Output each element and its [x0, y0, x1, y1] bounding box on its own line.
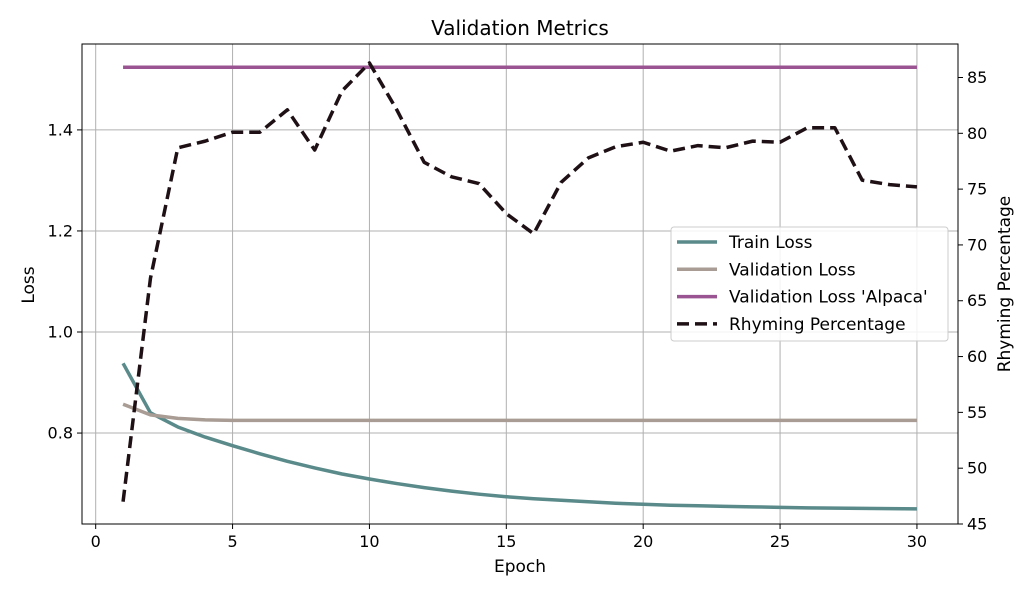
legend-label-train-loss: Train Loss — [728, 233, 813, 253]
y-tick-label: 1.0 — [48, 323, 73, 342]
plot-frame — [81, 43, 959, 525]
y2-tick-label: 45 — [967, 515, 987, 534]
x-tick-label: 10 — [359, 532, 379, 551]
series-line-rhyming-percentage — [121, 61, 918, 502]
legend-label-rhyming-percentage: Rhyming Percentage — [729, 315, 906, 335]
y2-tick-label: 75 — [967, 180, 987, 199]
y-axis-right: 45 50 55 60 65 70 75 80 85 — [958, 68, 987, 534]
x-axis: 0 5 10 15 20 25 30 — [91, 524, 927, 551]
x-tick-label: 0 — [91, 532, 101, 551]
series-line-validation-loss — [122, 402, 917, 423]
series-line-train-loss — [121, 362, 917, 511]
legend-label-validation-loss-alpaca: Validation Loss 'Alpaca' — [729, 288, 928, 308]
legend: Train Loss Validation Loss Validation Loss… — [670, 226, 949, 342]
x-tick-label: 25 — [770, 532, 790, 551]
y2-tick-label: 65 — [967, 291, 987, 310]
legend-label-validation-loss: Validation Loss — [729, 260, 856, 280]
legend-box — [670, 226, 949, 342]
x-tick-label: 20 — [633, 532, 653, 551]
y-axis-left: 0.8 1.0 1.2 1.4 — [48, 120, 82, 443]
y-tick-label: 0.8 — [48, 424, 73, 443]
x-axis-label: Epoch — [494, 557, 546, 577]
y2-tick-label: 55 — [967, 403, 987, 422]
y-tick-label: 1.2 — [48, 221, 73, 240]
y-axis-label: Loss — [19, 266, 39, 303]
x-tick-label: 5 — [227, 532, 237, 551]
y2-tick-label: 60 — [967, 347, 987, 366]
x-tick-label: 30 — [907, 532, 927, 551]
y2-tick-label: 80 — [967, 124, 987, 143]
chart-title: Validation Metrics — [431, 16, 609, 40]
series-layer — [121, 61, 918, 511]
y2-tick-label: 85 — [967, 68, 987, 87]
y2-axis-label: Rhyming Percentage — [995, 196, 1015, 373]
y-tick-label: 1.4 — [48, 120, 73, 139]
y2-tick-label: 50 — [967, 459, 987, 478]
y2-tick-label: 70 — [967, 235, 987, 254]
x-tick-label: 15 — [496, 532, 516, 551]
